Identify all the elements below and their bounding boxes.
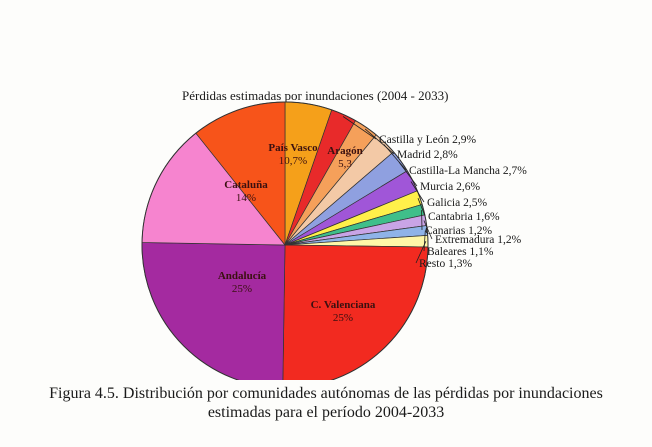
slice-value-pais-vasco: 10,7% [279, 155, 307, 167]
pie-slice-c-valenciana [282, 244, 429, 380]
leader-line-cantabria [417, 198, 426, 217]
slice-label-resto: Resto 1,3% [419, 258, 472, 270]
slice-label-madrid: Madrid 2,8% [397, 149, 458, 161]
leader-line-castilla-y-leon [342, 116, 377, 140]
slice-label-extremadura: Extremadura 1,2% [435, 234, 522, 246]
slice-label-canarias: Canarias 1,2% [425, 225, 492, 237]
slice-label-pais-vasco: País Vasco [268, 142, 318, 154]
slice-value-aragon: 5,3 [338, 158, 352, 170]
slice-label-cataluna: Cataluña [224, 179, 268, 191]
leader-line-galicia [410, 181, 425, 203]
slice-label-andalucia: Andalucía [218, 270, 267, 282]
leader-line-baleares [423, 230, 426, 252]
chart-title: Pérdidas estimadas por inundaciones (200… [182, 88, 449, 103]
slice-label-galicia: Galicia 2,5% [427, 197, 487, 209]
pie-slice-andalucia [141, 242, 286, 380]
leader-line-extremadura [423, 220, 433, 240]
leader-line-madrid [364, 128, 395, 155]
slice-label-cantabria: Cantabria 1,6% [428, 211, 500, 223]
slice-label-aragon: Aragón [327, 145, 362, 157]
slice-label-baleares: Baleares 1,1% [427, 246, 494, 258]
slice-label-murcia: Murcia 2,6% [420, 181, 480, 193]
caption-line-1: Figura 4.5. Distribución por comunidades… [49, 385, 603, 402]
slice-label-castilla-y-leon: Castilla y León 2,9% [379, 134, 477, 146]
slice-label-c-valenciana: C. Valenciana [311, 299, 376, 311]
slice-value-c-valenciana: 25% [333, 312, 353, 324]
slice-label-castilla-la-mancha: Castilla-La Mancha 2,7% [409, 165, 527, 177]
leader-line-castilla-la-mancha [383, 144, 407, 171]
pie-outline [141, 101, 429, 380]
slice-value-andalucia: 25% [232, 283, 252, 295]
leader-line-resto [415, 241, 427, 264]
leader-line-murcia [398, 161, 418, 187]
caption-line-2: estimadas para el período 2004-2033 [207, 404, 445, 421]
slice-value-cataluna: 14% [236, 192, 256, 204]
figure-caption: Figura 4.5. Distribución por comunidades… [0, 384, 652, 422]
